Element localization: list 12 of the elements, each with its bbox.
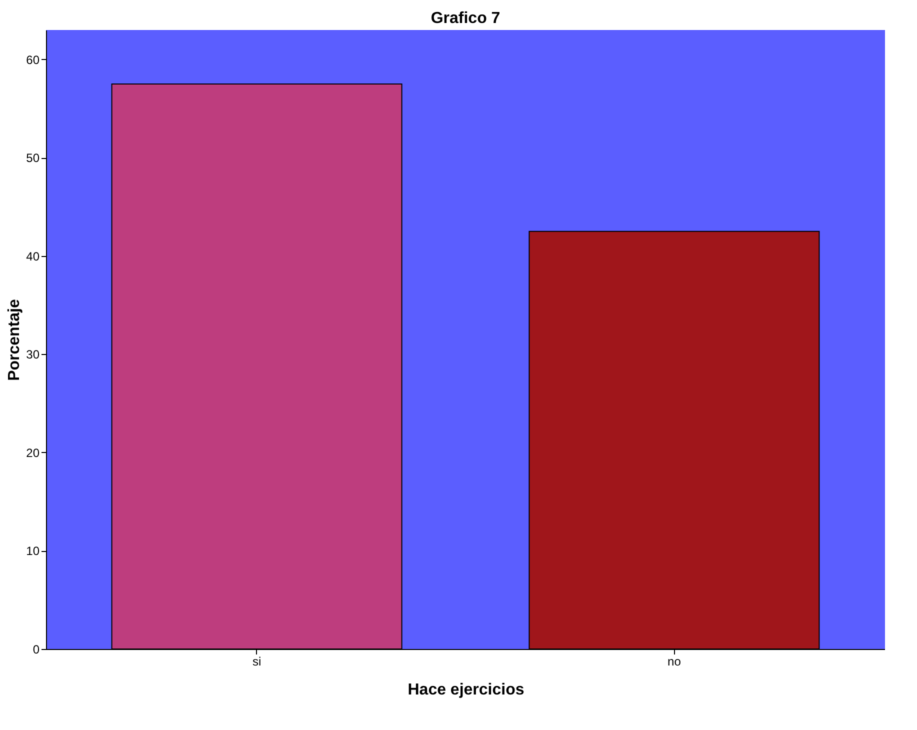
x-axis-title: Hace ejercicios <box>408 682 524 698</box>
chart-title: Grafico 7 <box>430 10 500 27</box>
y-tick-label: 30 <box>26 348 40 362</box>
y-tick-label: 50 <box>26 151 40 166</box>
y-tick-label: 10 <box>26 544 40 558</box>
y-axis-title: Porcentaje <box>6 298 24 381</box>
x-tick-label: si <box>252 654 262 668</box>
x-tick-label: no <box>668 654 682 668</box>
y-tick-label: 20 <box>26 446 40 460</box>
y-tick-label: 40 <box>26 249 40 264</box>
y-tick-label: 0 <box>32 642 40 656</box>
y-tick-label: 60 <box>26 52 40 67</box>
